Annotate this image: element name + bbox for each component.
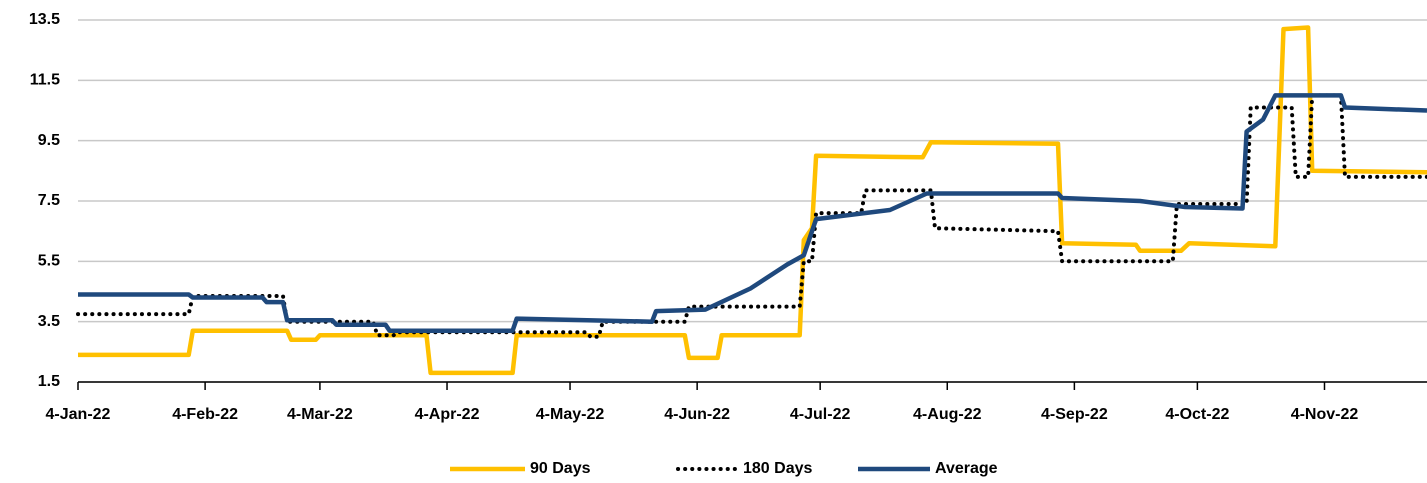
- x-tick-label: 4-Jan-22: [46, 406, 111, 423]
- x-tick-label: 4-Mar-22: [287, 406, 353, 423]
- x-tick-label: 4-Nov-22: [1291, 406, 1359, 423]
- y-tick-label: 11.5: [30, 72, 60, 89]
- y-tick-label: 9.5: [38, 132, 60, 149]
- x-tick-label: 4-Jun-22: [664, 406, 730, 423]
- legend-label: Average: [935, 460, 998, 477]
- y-tick-label: 1.5: [38, 373, 60, 390]
- series-line: [76, 93, 1427, 339]
- x-tick-label: 4-May-22: [536, 406, 605, 423]
- x-tick-label: 4-Feb-22: [172, 406, 238, 423]
- y-tick-label: 13.5: [29, 11, 60, 28]
- series-line: [78, 25, 1427, 376]
- y-tick-label: 5.5: [38, 253, 60, 270]
- y-tick-label: 3.5: [38, 313, 60, 330]
- x-tick-label: 4-Jul-22: [790, 406, 851, 423]
- series-line: [78, 93, 1427, 333]
- y-tick-label: 7.5: [38, 192, 60, 209]
- legend-label: 180 Days: [743, 460, 812, 477]
- x-tick-label: 4-Sep-22: [1041, 406, 1108, 423]
- legend-label: 90 Days: [530, 460, 591, 477]
- x-tick-label: 4-Aug-22: [913, 406, 982, 423]
- x-tick-label: 4-Oct-22: [1165, 406, 1229, 423]
- x-tick-label: 4-Apr-22: [415, 406, 480, 423]
